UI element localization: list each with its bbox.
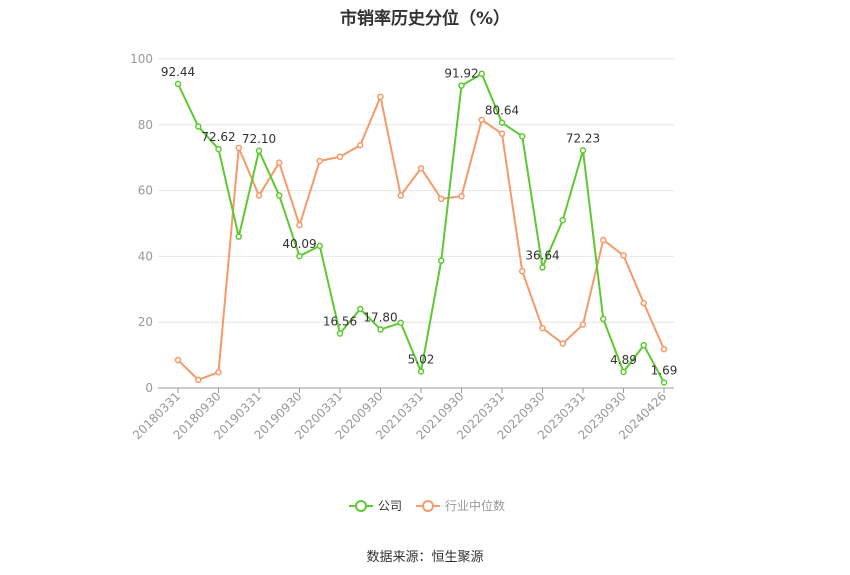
- data-label: 92.44: [161, 65, 195, 79]
- y-tick-label: 100: [130, 52, 153, 66]
- data-point: [316, 157, 323, 165]
- data-label: 72.10: [242, 132, 276, 146]
- data-point: [620, 252, 627, 259]
- series-line: [177, 72, 665, 383]
- y-tick-label: 0: [145, 381, 153, 395]
- data-point: [438, 195, 445, 203]
- data-point: [478, 116, 485, 124]
- data-label: 1.69: [651, 363, 678, 377]
- data-point: [498, 130, 506, 137]
- data-source-note: 数据来源：恒生聚源: [366, 550, 484, 565]
- data-point: [377, 326, 384, 333]
- data-point: [255, 192, 263, 199]
- data-label: 91.92: [444, 67, 478, 81]
- data-point: [296, 221, 303, 229]
- data-label: 5.02: [408, 352, 435, 366]
- data-point: [255, 147, 263, 155]
- data-point: [498, 119, 506, 126]
- data-point: [276, 192, 283, 199]
- data-point: [579, 321, 587, 328]
- data-point: [276, 159, 283, 166]
- y-tick-label: 60: [138, 184, 153, 198]
- data-label: 72.23: [566, 131, 600, 145]
- data-point: [539, 264, 546, 271]
- data-point: [296, 252, 303, 260]
- data-label: 72.62: [201, 130, 235, 144]
- data-point: [519, 133, 526, 140]
- data-point: [174, 356, 182, 364]
- data-point: [660, 379, 668, 386]
- axes: 0204060801002018033120180930201903312019…: [130, 52, 674, 442]
- data-point: [458, 82, 465, 89]
- data-label: 40.09: [282, 237, 316, 251]
- data-point: [195, 123, 202, 130]
- data-label: 36.64: [525, 248, 559, 262]
- y-tick-label: 40: [138, 249, 153, 263]
- data-point: [519, 267, 526, 275]
- legend-swatch-marker: [355, 500, 367, 512]
- data-point: [660, 345, 668, 353]
- legend-label: 行业中位数: [445, 498, 505, 513]
- data-label: 16.56: [323, 315, 357, 329]
- data-point: [336, 330, 344, 337]
- data-point: [620, 368, 627, 376]
- data-point: [336, 153, 344, 160]
- data-labels: 92.44 72.62 72.10 40.09 16.56 17.80 5.02 91.92 8…: [161, 65, 678, 378]
- data-point: [397, 192, 404, 199]
- data-point: [357, 305, 364, 313]
- data-point: [438, 257, 445, 264]
- data-point: [478, 70, 485, 78]
- y-tick-label: 80: [138, 118, 153, 132]
- data-point: [417, 368, 425, 375]
- data-point: [215, 368, 222, 376]
- legend: 公司 行业中位数: [349, 498, 505, 513]
- legend-label: 公司: [378, 499, 402, 513]
- data-point: [357, 141, 364, 149]
- data-point: [215, 145, 222, 153]
- data-point: [174, 80, 182, 88]
- data-label: 4.89: [610, 353, 637, 367]
- data-point: [235, 144, 242, 152]
- data-point: [195, 376, 202, 384]
- data-point: [397, 319, 404, 327]
- series-layer: [174, 70, 668, 386]
- data-point: [600, 315, 607, 323]
- data-point: [377, 93, 384, 101]
- data-point: [600, 236, 607, 244]
- data-point: [559, 216, 566, 224]
- data-point: [640, 341, 647, 349]
- data-point: [235, 233, 242, 240]
- data-point: [316, 242, 323, 250]
- data-label: 80.64: [485, 104, 519, 118]
- data-point: [458, 192, 465, 200]
- data-point: [579, 147, 587, 154]
- chart-title: 市销率历史分位（%）: [339, 9, 511, 29]
- data-point: [539, 324, 546, 332]
- data-point: [640, 299, 647, 307]
- legend-swatch-marker: [422, 500, 434, 512]
- y-tick-label: 20: [138, 315, 153, 329]
- data-label: 17.80: [363, 310, 397, 324]
- data-point: [417, 164, 425, 172]
- data-point: [559, 340, 566, 347]
